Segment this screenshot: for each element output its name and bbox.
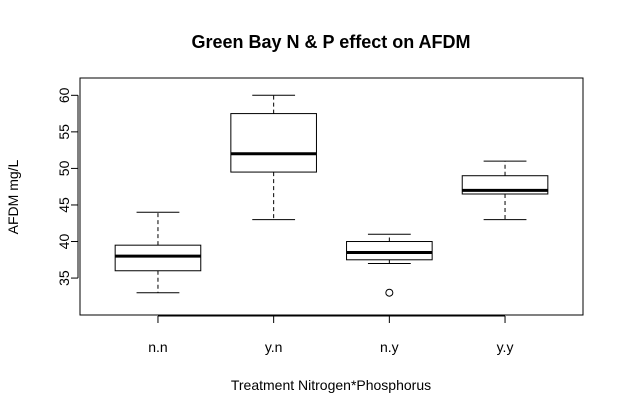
x-axis: n.n y.n n.y y.y (148, 315, 514, 355)
box-iqr (346, 241, 433, 261)
y-axis-label: AFDM mg/L (5, 159, 21, 234)
outlier-point (385, 288, 394, 297)
box-n.y (346, 233, 433, 297)
x-tick-label: y.y (497, 339, 514, 355)
y-tick-label: 35 (56, 270, 72, 286)
y-tick-label: 55 (56, 124, 72, 140)
box-iqr (461, 175, 549, 195)
y-tick-label: 60 (56, 87, 72, 103)
y-tick-label: 40 (56, 234, 72, 250)
x-tick-label: n.n (148, 339, 167, 355)
box-iqr (230, 113, 317, 173)
y-tick-label: 45 (56, 197, 72, 213)
x-axis-label: Treatment Nitrogen*Phosphorus (231, 377, 431, 393)
y-tick-label: 50 (56, 160, 72, 176)
chart-title: Green Bay N & P effect on AFDM (191, 32, 470, 52)
box-iqr (114, 244, 202, 272)
box-n.n (114, 211, 202, 294)
plot-frame (79, 77, 584, 316)
box-y.y (461, 160, 549, 221)
x-tick-label: y.n (265, 339, 283, 355)
box-y.n (230, 94, 317, 221)
x-tick-label: n.y (380, 339, 399, 355)
y-axis: 35 40 45 50 55 60 (56, 87, 79, 286)
boxes-layer (114, 94, 549, 297)
